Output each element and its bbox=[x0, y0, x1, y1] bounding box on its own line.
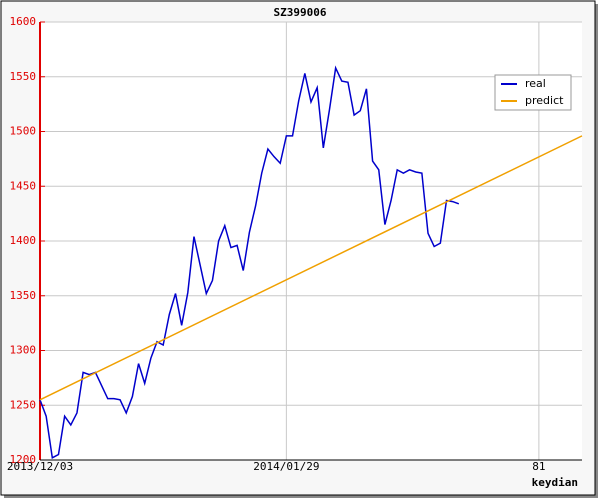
y-tick-label: 1250 bbox=[10, 398, 37, 411]
series-line bbox=[39, 65, 460, 459]
legend: real predict bbox=[494, 74, 572, 111]
legend-label: predict bbox=[525, 94, 564, 107]
y-tick-label: 1450 bbox=[10, 179, 37, 192]
x-tick-label: 81 bbox=[532, 460, 545, 473]
legend-label: real bbox=[525, 77, 546, 90]
y-tick-label: 1600 bbox=[10, 15, 37, 28]
y-tick-label: 1200 bbox=[10, 453, 37, 466]
legend-box bbox=[494, 74, 572, 111]
x-tick-label: 2014/01/29 bbox=[253, 460, 319, 473]
y-tick-label: 1500 bbox=[10, 125, 37, 138]
x-tick-label: 2013/12/03 bbox=[7, 460, 73, 473]
y-tick-label: 1350 bbox=[10, 289, 37, 302]
y-tick-label: 1400 bbox=[10, 234, 37, 247]
series-line bbox=[39, 135, 583, 401]
x-axis-label: keydian bbox=[532, 476, 578, 489]
chart-title: SZ399006 bbox=[274, 6, 327, 19]
y-tick-label: 1300 bbox=[10, 344, 37, 357]
y-tick-label: 1550 bbox=[10, 70, 37, 83]
